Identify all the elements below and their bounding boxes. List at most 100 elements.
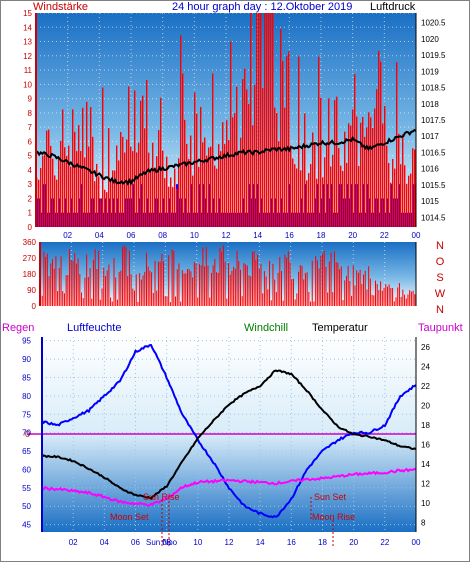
wind-bar xyxy=(114,170,116,227)
humidity-tick-labels: 45 50 55 60 65 70 75 80 85 90 95 xyxy=(22,337,31,530)
wind-bar xyxy=(252,125,254,227)
direction-bar xyxy=(134,290,136,306)
wind-bar xyxy=(190,135,192,227)
direction-bar xyxy=(216,272,218,306)
direction-bar xyxy=(257,254,259,306)
direction-bar xyxy=(50,263,52,306)
wind-bar xyxy=(156,156,158,227)
direction-bar xyxy=(404,294,406,306)
sun-noon-label: Sun Noo xyxy=(146,538,178,547)
direction-bar xyxy=(89,268,91,306)
direction-bar xyxy=(315,256,317,306)
temperature-tick-labels: 8 10 12 14 16 18 20 22 24 26 xyxy=(421,343,430,528)
direction-bar xyxy=(275,292,277,306)
direction-bar xyxy=(132,288,134,306)
wind-bar xyxy=(96,163,98,227)
direction-bar xyxy=(409,290,411,306)
direction-bar xyxy=(318,268,320,306)
wind-bar xyxy=(204,137,206,227)
wind-bar xyxy=(48,129,50,227)
direction-bar xyxy=(311,260,313,306)
direction-compass-label: S xyxy=(436,272,443,284)
direction-bar xyxy=(332,292,334,306)
direction-bar xyxy=(400,296,402,306)
direction-bar xyxy=(228,263,230,306)
direction-bar xyxy=(229,274,231,306)
direction-bar xyxy=(207,265,209,306)
wind-bar xyxy=(144,128,146,227)
wind-bar xyxy=(120,131,122,227)
direction-bar xyxy=(161,254,163,306)
direction-bar xyxy=(376,284,378,306)
wind-bar xyxy=(360,122,362,227)
wind-bar xyxy=(194,92,196,228)
pressure-line xyxy=(35,128,417,186)
x-tick-label: 00 xyxy=(412,231,421,240)
wind-bar xyxy=(352,109,354,227)
wind-bar xyxy=(358,166,360,227)
direction-bar xyxy=(335,262,337,306)
sun-set-label: Sun Set xyxy=(314,492,347,502)
wind-bar xyxy=(338,147,340,227)
wind-bar xyxy=(392,158,394,227)
direction-bar xyxy=(168,255,170,306)
wind-bar xyxy=(324,157,326,227)
direction-bar xyxy=(325,266,327,306)
x-tick-label: 02 xyxy=(69,538,78,547)
direction-bar xyxy=(402,289,404,306)
direction-bar xyxy=(243,263,245,306)
wind-bar xyxy=(374,108,376,227)
wind-bar xyxy=(38,179,40,227)
direction-bar xyxy=(57,291,59,306)
wind-tick-label: 15 xyxy=(23,9,32,18)
wind-tick-label: 9 xyxy=(28,95,33,104)
direction-bar xyxy=(175,296,177,306)
x-tick-label: 08 xyxy=(162,538,171,547)
wind-bar xyxy=(406,183,408,227)
wind-bar xyxy=(402,134,404,227)
wind-bar xyxy=(384,105,386,227)
x-tick-label: 20 xyxy=(349,538,358,547)
direction-bar xyxy=(221,251,223,306)
direction-bar xyxy=(169,302,171,306)
direction-bar xyxy=(231,270,233,306)
direction-bar xyxy=(407,294,409,306)
wind-bar xyxy=(410,173,412,227)
direction-bar xyxy=(166,296,168,306)
direction-bar xyxy=(330,252,332,306)
direction-bar xyxy=(299,265,301,306)
wind-bar xyxy=(242,78,244,227)
direction-bar xyxy=(236,250,238,306)
direction-bar xyxy=(92,259,95,306)
wind-bar xyxy=(302,147,304,227)
direction-bar xyxy=(171,249,173,306)
x-tick-label: 16 xyxy=(287,538,296,547)
wind-bar xyxy=(166,156,168,227)
dewpoint-line xyxy=(41,467,417,507)
wind-bar xyxy=(248,104,250,227)
wind-bar xyxy=(312,132,314,227)
direction-bar xyxy=(98,250,100,306)
direction-bar xyxy=(45,256,47,306)
direction-bar xyxy=(310,301,312,306)
direction-bar xyxy=(323,250,325,306)
direction-bar xyxy=(164,296,166,306)
direction-bar xyxy=(186,269,189,306)
direction-bar xyxy=(51,259,53,306)
direction-degree-label: 90 xyxy=(27,286,36,295)
direction-bar xyxy=(183,273,185,306)
x-tick-label: 14 xyxy=(253,231,262,240)
direction-bar xyxy=(364,270,366,306)
direction-bar xyxy=(347,265,349,306)
wind-bar xyxy=(116,145,118,227)
direction-bar xyxy=(296,293,298,306)
wind-bar xyxy=(90,107,92,227)
direction-bar xyxy=(263,271,265,306)
direction-bar xyxy=(106,270,108,306)
wind-bar xyxy=(280,29,282,228)
panel-temp-x-ticks: 02 04 06 08 10 12 14 16 18 20 22 00 xyxy=(69,538,421,547)
wind-bar xyxy=(340,165,342,227)
direction-bar xyxy=(65,275,67,306)
wind-bar xyxy=(200,107,202,227)
